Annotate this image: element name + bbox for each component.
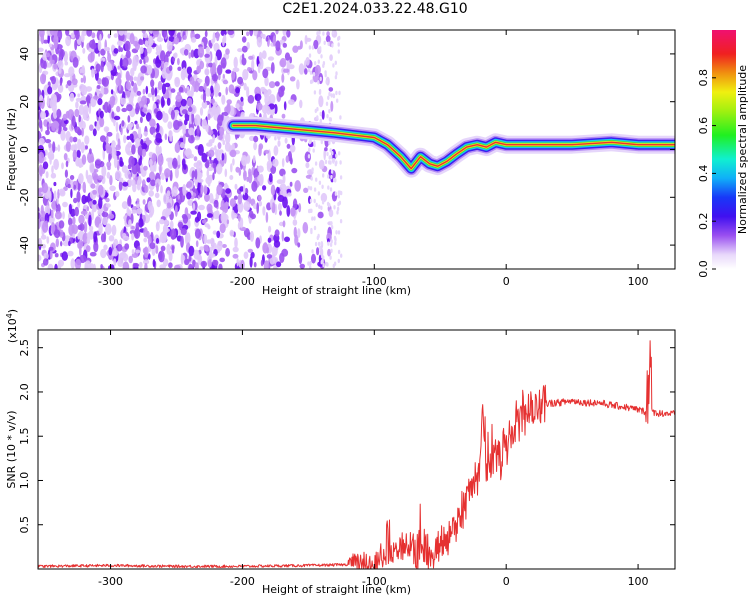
colorbar: [712, 30, 736, 269]
bottom-x-tick-label: 0: [503, 575, 510, 588]
figure-title: C2E1.2024.033.22.48.G10: [282, 1, 468, 17]
bottom-y-tick-label: 2.0: [18, 383, 31, 401]
colorbar-tick-label: 0.6: [697, 117, 710, 135]
colorbar-label: Normalized spectral amplitude: [736, 65, 749, 234]
bottom-x-tick-label: -300: [98, 575, 123, 588]
top-y-tick-label: -40: [18, 236, 31, 254]
bottom-y-tick-label: 2.5: [18, 339, 31, 357]
top-y-tick-label: -20: [18, 188, 31, 206]
top-y-tick-label: 40: [18, 47, 31, 61]
spectrogram-noise: [38, 30, 343, 269]
bottom-plot-frame: [37, 329, 676, 570]
colorbar-tick-label: 0.2: [697, 212, 710, 230]
top-y-tick-label: 0: [18, 146, 31, 153]
bottom-y-axis-label: SNR (10 * v/v): [5, 410, 18, 488]
bottom-x-tick-label: -100: [362, 575, 387, 588]
top-y-tick-label: 20: [18, 95, 31, 109]
top-x-tick-label: -200: [230, 275, 255, 288]
bottom-y-tick-label: 0.5: [18, 516, 31, 534]
colorbar-tick-label: 0.8: [697, 69, 710, 87]
bottom-y-multiplier: (x104): [5, 309, 19, 343]
bottom-x-tick-label: -200: [230, 575, 255, 588]
colorbar-tick-label: 0.0: [697, 260, 710, 278]
bottom-x-axis-label: Height of straight line (km): [262, 583, 411, 596]
bottom-y-tick-label: 1.0: [18, 472, 31, 490]
top-x-axis-label: Height of straight line (km): [262, 284, 411, 297]
top-x-tick-label: 100: [628, 275, 649, 288]
top-x-tick-label: -100: [362, 275, 387, 288]
snr-series-line: [38, 340, 675, 569]
snr-line-group: [38, 340, 675, 569]
spectrogram-ridge: [224, 116, 675, 178]
top-x-tick-label: -300: [98, 275, 123, 288]
bottom-y-tick-label: 1.5: [18, 427, 31, 445]
colorbar-tick-label: 0.4: [697, 165, 710, 183]
top-y-axis-label: Frequency (Hz): [5, 108, 18, 191]
bottom-x-tick-label: 100: [628, 575, 649, 588]
top-x-tick-label: 0: [503, 275, 510, 288]
